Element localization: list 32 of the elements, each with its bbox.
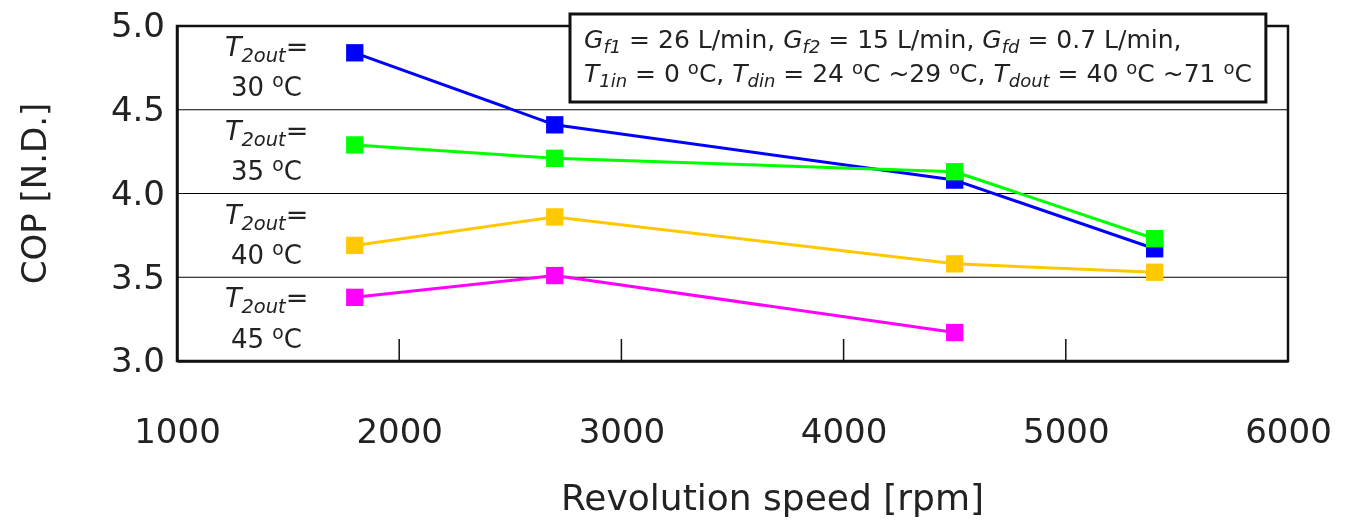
text: T$_{1in}$ = 0 $^{o}$C, T$_{din}$ = 24 $^{o}$C ~29 $^{o}$C, T$_{dout}$ = 40 $^{o}$C ~71 $^{o}$C [584, 56, 1252, 92]
y-tick-label: 3.5 [110, 256, 165, 297]
point [546, 208, 564, 226]
y-tick-label: 3.0 [110, 340, 165, 381]
series-label: T$_{2out}$= 30 $^{o}$C [225, 31, 309, 103]
text: G$_{f1}$ = 26 L/min, G$_{f2}$ = 15 L/min, G$_{fd}$ = 0.7 L/min, [584, 25, 1182, 58]
x-tick-label: 6000 [1245, 411, 1332, 452]
point [1146, 263, 1164, 281]
point [346, 44, 364, 62]
point [546, 266, 564, 285]
x-tick-label: 5000 [1023, 411, 1110, 452]
y-tick-label: 4.0 [110, 172, 165, 213]
point [546, 149, 564, 167]
x-tick-label: 2000 [356, 411, 443, 452]
series-label: T$_{2out}$= 40 $^{o}$C [225, 198, 309, 270]
x-tick-label: 4000 [800, 411, 888, 452]
point [346, 288, 364, 307]
point [346, 136, 364, 154]
point [546, 116, 564, 134]
y-tick-label: 5.0 [110, 5, 165, 46]
point [946, 323, 964, 342]
point [946, 255, 964, 273]
series-label: T$_{2out}$= 45 $^{o}$C [225, 282, 309, 354]
y-axis-title: COP [N.D.] [14, 102, 54, 285]
point [1146, 230, 1164, 248]
series-label: T$_{2out}$= 35 $^{o}$C [225, 114, 309, 187]
point [346, 236, 364, 255]
x-tick-label: 1000 [134, 411, 221, 452]
x-tick-label: 3000 [578, 411, 666, 452]
y-tick-label: 4.5 [110, 89, 165, 130]
x-axis-title: Revolution speed [rpm] [560, 477, 985, 518]
point [946, 163, 964, 181]
